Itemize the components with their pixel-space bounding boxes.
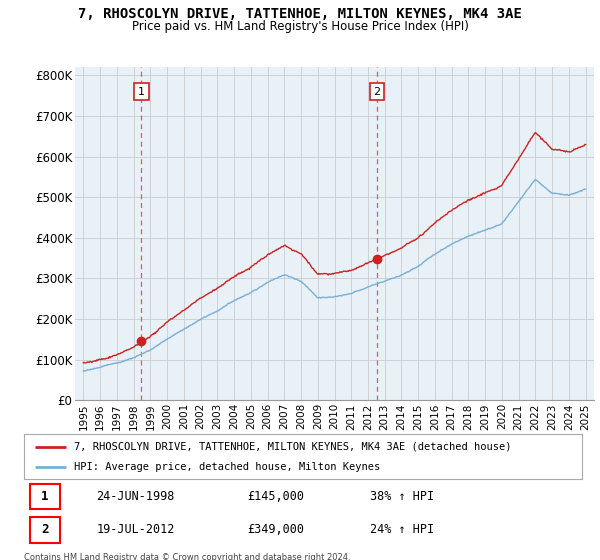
- Text: 1: 1: [138, 87, 145, 96]
- Text: 19-JUL-2012: 19-JUL-2012: [97, 524, 175, 536]
- Text: 38% ↑ HPI: 38% ↑ HPI: [370, 490, 434, 503]
- Text: £145,000: £145,000: [247, 490, 304, 503]
- Text: Contains HM Land Registry data © Crown copyright and database right 2024.
This d: Contains HM Land Registry data © Crown c…: [24, 553, 350, 560]
- Text: 24-JUN-1998: 24-JUN-1998: [97, 490, 175, 503]
- Text: Price paid vs. HM Land Registry's House Price Index (HPI): Price paid vs. HM Land Registry's House …: [131, 20, 469, 32]
- Text: £349,000: £349,000: [247, 524, 304, 536]
- FancyBboxPatch shape: [29, 484, 60, 509]
- Text: 2: 2: [373, 87, 380, 96]
- Text: 1: 1: [41, 490, 49, 503]
- Text: 7, RHOSCOLYN DRIVE, TATTENHOE, MILTON KEYNES, MK4 3AE (detached house): 7, RHOSCOLYN DRIVE, TATTENHOE, MILTON KE…: [74, 441, 512, 451]
- Text: 2: 2: [41, 524, 49, 536]
- FancyBboxPatch shape: [29, 517, 60, 543]
- Text: HPI: Average price, detached house, Milton Keynes: HPI: Average price, detached house, Milt…: [74, 462, 380, 472]
- Text: 24% ↑ HPI: 24% ↑ HPI: [370, 524, 434, 536]
- Text: 7, RHOSCOLYN DRIVE, TATTENHOE, MILTON KEYNES, MK4 3AE: 7, RHOSCOLYN DRIVE, TATTENHOE, MILTON KE…: [78, 7, 522, 21]
